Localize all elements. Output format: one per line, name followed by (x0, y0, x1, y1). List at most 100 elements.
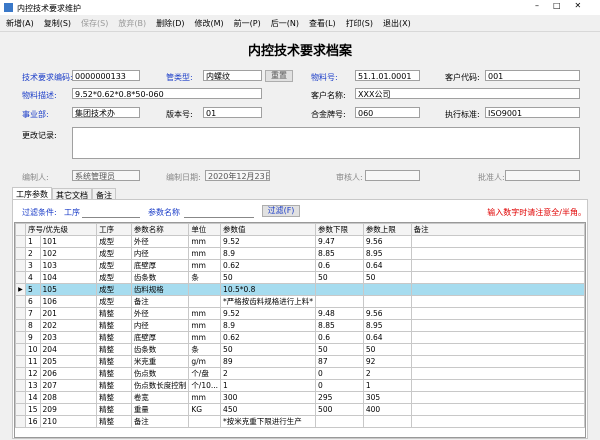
reset-button[interactable]: 重置 (265, 70, 293, 82)
window-title: 内控技术要求维护 (17, 4, 81, 13)
grid-row[interactable]: 14 208 精整 卷宽 mm 300 295 305 (15, 391, 585, 404)
grid-cell: 210 (39, 415, 98, 428)
grid-cell: 104 (39, 271, 98, 284)
grid-cell (362, 415, 412, 428)
field-label: 编制人: (22, 173, 49, 182)
page-heading: 内控技术要求档案 (247, 44, 352, 59)
field-input[interactable]: 集团技术办 (72, 107, 140, 118)
column-header[interactable]: 序号/优先级 (24, 223, 98, 236)
column-header[interactable]: 备注 (410, 223, 585, 236)
grid-cell: 伤点数长度控制 (130, 379, 190, 392)
tab[interactable]: 备注 (92, 188, 116, 202)
column-header[interactable]: 参数名称 (130, 223, 190, 236)
grid-cell: 精整 (96, 307, 132, 320)
grid-cell: 个/10... (188, 379, 222, 392)
grid-cell (410, 295, 585, 308)
change-log-input[interactable] (72, 127, 580, 159)
field-label: 更改记录: (22, 131, 57, 140)
grid-row[interactable]: 3 103 成型 底壁厚 mm 0.62 0.6 0.64 (15, 259, 585, 272)
column-header[interactable]: 参数上限 (362, 223, 412, 236)
grid-row[interactable]: ▶ 5 105 成型 齿料规格 10.5*0.8 (15, 283, 585, 296)
toolbar-button[interactable]: 复制(S) (43, 18, 72, 28)
grid-row[interactable]: 16 210 精整 备注 *按米克重下限进行生产 (15, 415, 585, 428)
grid-row[interactable]: 8 202 精整 内径 mm 8.9 8.85 8.95 (15, 319, 585, 332)
grid-cell: 8.9 (220, 247, 317, 260)
grid-cell: 外径 (130, 235, 190, 248)
toolbar-button[interactable]: 新增(A) (6, 18, 34, 28)
grid-cell: 成型 (96, 271, 132, 284)
field-input[interactable]: 060 (355, 107, 420, 118)
field-input[interactable]: 2020年12月23日 (205, 170, 270, 181)
grid-cell: 50 (362, 343, 412, 356)
field-input[interactable]: 内螺纹 (203, 70, 262, 81)
filter-process: 工序 (64, 208, 80, 217)
toolbar-button[interactable]: 查看(L) (308, 18, 336, 28)
column-header[interactable]: 工序 (96, 223, 132, 236)
field-input[interactable]: 51.1.01.0001 (355, 70, 420, 81)
toolbar-button[interactable]: 保存(S) (81, 18, 109, 28)
grid-cell: 米克重 (130, 355, 190, 368)
filter-button[interactable]: 过滤(F) (262, 205, 300, 217)
field-input[interactable]: 001 (485, 70, 580, 81)
grid-cell: 50 (220, 343, 317, 356)
tab[interactable]: 工序参数 (12, 187, 52, 202)
grid-cell: 13 (24, 379, 41, 392)
grid-cell: 2 (362, 367, 412, 380)
grid-row[interactable]: 12 206 精整 伤点数 个/盘 2 0 2 (15, 367, 585, 380)
grid-row[interactable]: 2 102 成型 内径 mm 8.9 8.85 8.95 (15, 247, 585, 260)
grid-cell: 2 (220, 367, 317, 380)
window-controls[interactable]: –□✕ (535, 1, 596, 10)
toolbar-button[interactable]: 删除(D) (156, 18, 185, 28)
toolbar-button[interactable]: 修改(M) (194, 18, 224, 28)
field-input[interactable]: 01 (203, 107, 262, 118)
grid-cell (410, 235, 585, 248)
grid-row[interactable]: 6 106 成型 备注 *严格按齿料规格进行上料* (15, 295, 585, 308)
grid-cell: 9.56 (362, 307, 412, 320)
grid-row[interactable]: 4 104 成型 齿条数条 50 50 50 (15, 271, 585, 284)
grid-row[interactable]: 1 101 成型 外径 mm 9.52 9.47 9.56 (15, 235, 585, 248)
column-header[interactable]: 参数值 (220, 223, 317, 236)
grid-row[interactable]: 15 209 精整 重量 KG 450 500 400 (15, 403, 585, 416)
grid-row[interactable]: 11 205 精整 米克重 g/m 89 87 92 (15, 355, 585, 368)
grid-cell: 14 (24, 391, 41, 404)
process-input[interactable] (82, 217, 140, 218)
field-input[interactable]: 0000000133 (72, 70, 140, 81)
toolbar-button[interactable]: 退出(X) (383, 18, 411, 28)
field-label: 客户代码: (445, 73, 480, 82)
grid-cell: 50 (315, 343, 364, 356)
grid-row[interactable]: 10 204 精整 齿条数条 50 50 50 (15, 343, 585, 356)
grid-cell: mm (188, 391, 222, 404)
field-input[interactable]: 系统管理员 (72, 170, 140, 181)
grid-cell: 3 (24, 259, 41, 272)
field-input[interactable]: ISO9001 (485, 107, 580, 118)
grid-cell (315, 415, 364, 428)
toolbar-button[interactable]: 后一(N) (270, 18, 299, 28)
toolbar-button[interactable]: 前一(P) (233, 18, 261, 28)
grid-cell: *按米克重下限进行生产 (220, 415, 317, 428)
field-input[interactable]: XXX公司 (355, 88, 580, 99)
field-input[interactable]: 9.52*0.62*0.8*50-060 (72, 88, 262, 99)
tab[interactable]: 其它文档 (52, 188, 92, 202)
field-input[interactable] (505, 170, 580, 181)
grid-cell: 6 (24, 295, 41, 308)
field-input[interactable] (365, 170, 420, 181)
field-label: 技术要求编码: (22, 73, 73, 82)
grid-cell: 精整 (96, 331, 132, 344)
grid-cell (410, 391, 585, 404)
grid-row[interactable]: 13 207 精整 伤点数长度控制 个/10... 1 0 1 (15, 379, 585, 392)
grid-container: 序号/优先级 工序 参数名称 单位 参数值 参数下限 参数上限 备注 1 101 成型 外径 mm 9.5… (14, 222, 586, 438)
column-header[interactable]: 单位 (188, 223, 222, 236)
grid-cell: 齿条数 (130, 343, 190, 356)
grid-row[interactable]: 9 203 精整 底壁厚 mm 0.62 0.6 0.64 (15, 331, 585, 344)
grid-cell: 101 (39, 235, 98, 248)
grid-cell: mm (188, 247, 222, 260)
grid-cell: 0 (315, 379, 364, 392)
param-name-input[interactable] (184, 217, 254, 218)
grid-row[interactable]: 7 201 精整 外径 mm 9.52 9.48 9.56 (15, 307, 585, 320)
column-header[interactable]: 参数下限 (315, 223, 364, 236)
toolbar-button[interactable]: 放弃(B) (118, 18, 147, 28)
toolbar-button[interactable]: 打印(S) (345, 18, 374, 28)
grid-cell (410, 307, 585, 320)
grid-cell: 10.5*0.8 (220, 283, 317, 296)
grid-cell: 成型 (96, 247, 132, 260)
